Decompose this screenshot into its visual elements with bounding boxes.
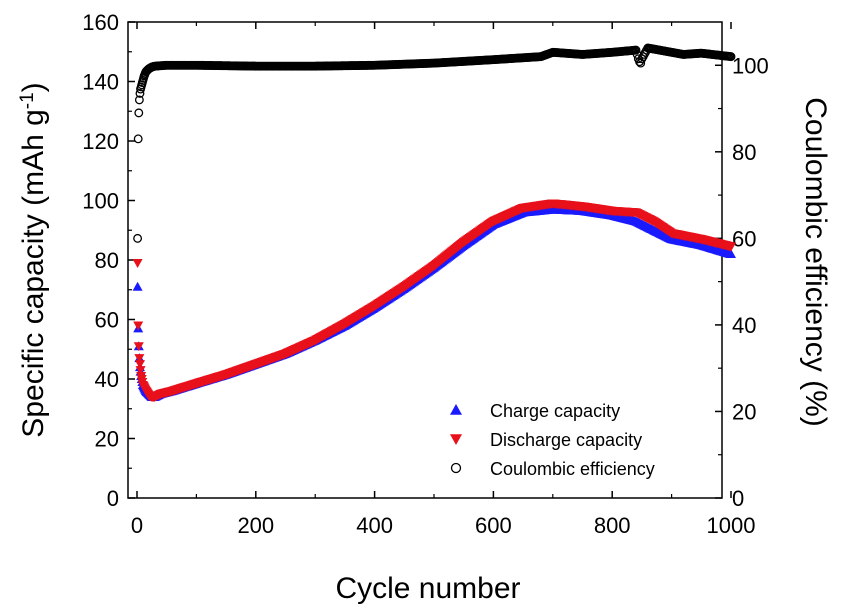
legend-marker-efficiency-icon <box>450 462 462 474</box>
y-left-tick-label: 100 <box>82 189 119 214</box>
y-left-tick-label: 20 <box>95 427 119 452</box>
y-left-tick-label: 160 <box>82 10 119 35</box>
y-axis-left-title-close: ) <box>17 82 50 92</box>
y-left-tick-label: 40 <box>95 367 119 392</box>
legend-label: Coulombic efficiency <box>490 459 655 479</box>
discharge-capacity-point <box>133 321 144 331</box>
y-left-tick-label: 60 <box>95 308 119 333</box>
discharge-capacity-point <box>134 360 145 370</box>
charge-capacity-point <box>726 249 736 259</box>
x-tick-label: 400 <box>356 513 393 538</box>
legend-marker-discharge-icon <box>450 434 462 445</box>
coulombic-efficiency-point <box>726 52 736 62</box>
x-tick-label: 0 <box>131 513 143 538</box>
coulombic-efficiency-point <box>134 95 144 105</box>
discharge-capacity-point <box>726 242 736 252</box>
coulombic-efficiency-point <box>133 134 143 144</box>
discharge-capacity-point <box>133 342 144 352</box>
y-axis-right-title: Coulombic efficiency (%) <box>799 97 832 427</box>
y-left-tick-label: 120 <box>82 129 119 154</box>
discharge-capacity-point <box>134 354 145 364</box>
y-right-tick-label: 0 <box>732 486 744 511</box>
y-right-tick-label: 60 <box>732 226 756 251</box>
y-left-tick-label: 80 <box>95 248 119 273</box>
discharge-capacity-point <box>135 366 146 376</box>
x-tick-label: 600 <box>475 513 512 538</box>
x-tick-label: 800 <box>594 513 631 538</box>
y-right-tick-label: 40 <box>732 313 756 338</box>
coulombic-efficiency-point <box>134 108 144 118</box>
y-left-tick-label: 0 <box>107 486 119 511</box>
legend-marker-charge-icon <box>450 404 462 415</box>
coulombic-efficiency-point <box>631 45 641 55</box>
x-tick-label: 1000 <box>707 513 756 538</box>
plot-frame <box>127 21 723 499</box>
x-axis-title: Cycle number <box>335 572 520 605</box>
y-axis-left-title-sup: -1 <box>17 92 38 109</box>
y-right-tick-label: 80 <box>732 140 756 165</box>
y-axis-left-title-main: Specific capacity (mAh g <box>17 109 50 437</box>
series-2 <box>133 43 736 243</box>
coulombic-efficiency-point <box>135 88 145 98</box>
y-right-tick-label: 100 <box>732 53 769 78</box>
series-1 <box>132 199 736 402</box>
discharge-capacity-point <box>132 258 143 268</box>
y-axis-left-title: Specific capacity (mAh g-1) <box>17 82 50 437</box>
y-left-tick-label: 140 <box>82 70 119 95</box>
legend-label: Discharge capacity <box>490 430 642 450</box>
x-tick-label: 200 <box>237 513 274 538</box>
charge-capacity-point <box>132 281 143 291</box>
legend-label: Charge capacity <box>490 401 620 421</box>
coulombic-efficiency-point <box>133 233 143 243</box>
y-right-tick-label: 20 <box>732 399 756 424</box>
